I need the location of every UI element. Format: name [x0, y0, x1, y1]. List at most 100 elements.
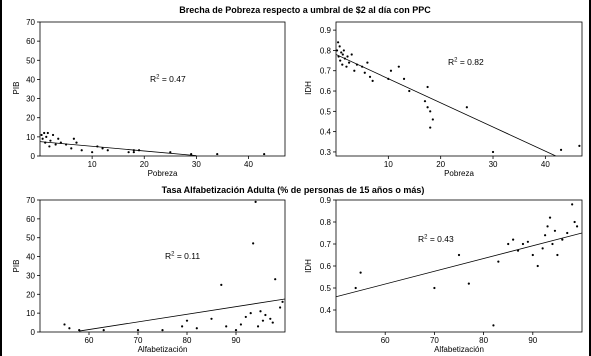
data-point: [136, 329, 140, 332]
data-point: [363, 71, 366, 74]
data-point: [271, 321, 274, 324]
data-point: [57, 137, 60, 140]
data-point: [361, 65, 364, 68]
x-axis-label: Pobreza: [148, 169, 178, 178]
data-point: [433, 286, 436, 290]
data-point: [63, 323, 66, 326]
data-point: [190, 152, 193, 156]
data-point: [195, 327, 198, 330]
y-tick-label: 0.5: [320, 107, 332, 116]
panel-idh-alfabetizacion: 0.4 0.5 0.6 0.7 0.8 0.9 60 70 80 90 Alfabetización…: [304, 196, 583, 354]
y-tick-label: 0.4: [320, 306, 332, 315]
data-point: [274, 278, 277, 281]
plot-frame: [39, 199, 286, 333]
data-point: [397, 65, 400, 68]
data-point: [45, 135, 48, 138]
y-tick-label: 0.8: [320, 46, 332, 55]
x-tick-label: 70: [430, 336, 439, 345]
y-tick-label: 0.9: [320, 26, 332, 35]
y-axis-label: PIB: [12, 82, 21, 95]
data-point: [578, 144, 581, 147]
data-point: [75, 141, 78, 144]
data-point: [254, 200, 257, 203]
y-tick-label: 10: [26, 309, 35, 318]
data-point: [337, 55, 340, 58]
r-squared-label: R2 = 0.43: [418, 234, 454, 244]
data-point: [336, 41, 340, 44]
data-point: [536, 264, 539, 268]
data-point: [467, 282, 470, 285]
title-top: Brecha de Pobreza respecto a umbral de $…: [179, 5, 431, 15]
data-point: [54, 143, 57, 146]
data-point: [70, 147, 73, 150]
data-point: [408, 89, 411, 93]
x-tick-label: 20: [436, 160, 445, 169]
y-axis-label: IDH: [304, 259, 313, 273]
data-point: [210, 317, 213, 320]
x-tick-label: 80: [479, 336, 488, 345]
x-axis-label: Alfabetización: [138, 345, 188, 354]
x-tick-label: 10: [384, 160, 393, 169]
data-point: [216, 152, 219, 156]
data-point: [429, 110, 432, 113]
data-point: [169, 151, 172, 154]
data-point: [548, 216, 552, 219]
y-tick-label: 0.6: [320, 87, 332, 96]
data-point: [526, 240, 529, 243]
data-point: [239, 323, 242, 326]
title-bottom: Tasa Alfabetización Adulta (% de persona…: [162, 185, 425, 195]
data-point: [264, 313, 267, 317]
data-point: [234, 329, 238, 332]
y-axis-label: IDH: [304, 81, 313, 95]
data-point: [368, 75, 372, 78]
data-point: [40, 133, 43, 137]
y-tick-label: 70: [26, 18, 35, 27]
data-point: [252, 242, 255, 245]
y-tick-label: 10: [26, 133, 35, 142]
y-tick-label: 50: [26, 234, 35, 243]
x-axis-label: Pobreza: [444, 169, 474, 178]
data-point: [48, 145, 51, 148]
data-point: [91, 151, 94, 154]
data-point: [512, 238, 515, 241]
trend-line: [336, 54, 556, 156]
data-point: [249, 312, 252, 315]
x-tick-label: 30: [489, 160, 498, 169]
data-point: [78, 329, 81, 332]
data-point: [279, 306, 282, 309]
data-point: [102, 329, 105, 332]
data-point: [132, 149, 135, 152]
data-point: [387, 77, 390, 80]
data-point: [59, 141, 62, 144]
data-point: [341, 63, 344, 66]
data-point: [127, 151, 130, 154]
data-point: [531, 253, 534, 257]
data-point: [544, 234, 547, 237]
x-tick-label: 20: [140, 160, 149, 169]
data-point: [43, 131, 46, 135]
data-point: [353, 69, 356, 72]
y-tick-label: 60: [26, 37, 35, 46]
trend-line: [40, 141, 197, 156]
data-point: [44, 141, 47, 144]
data-point: [575, 225, 579, 228]
data-point: [68, 327, 71, 330]
data-point: [161, 329, 164, 332]
data-point: [106, 149, 109, 152]
plot-frame: [39, 21, 286, 157]
data-point: [491, 150, 495, 154]
data-point: [546, 225, 549, 228]
data-point: [185, 319, 189, 322]
x-tick-label: 70: [134, 336, 143, 345]
data-point: [431, 118, 434, 121]
data-point: [541, 247, 544, 250]
y-tick-label: 0.7: [320, 240, 332, 249]
trend-line: [336, 232, 582, 298]
data-point: [338, 45, 341, 48]
x-tick-label: 60: [381, 336, 390, 345]
data-point: [345, 65, 348, 68]
y-tick-label: 0.8: [320, 218, 332, 227]
y-tick-label: 40: [26, 253, 35, 262]
panel-pib-alfabetizacion: 0 10 20 30 40 50 60 70 60 70 80 90 Alfabetización PIB…: [12, 196, 286, 354]
